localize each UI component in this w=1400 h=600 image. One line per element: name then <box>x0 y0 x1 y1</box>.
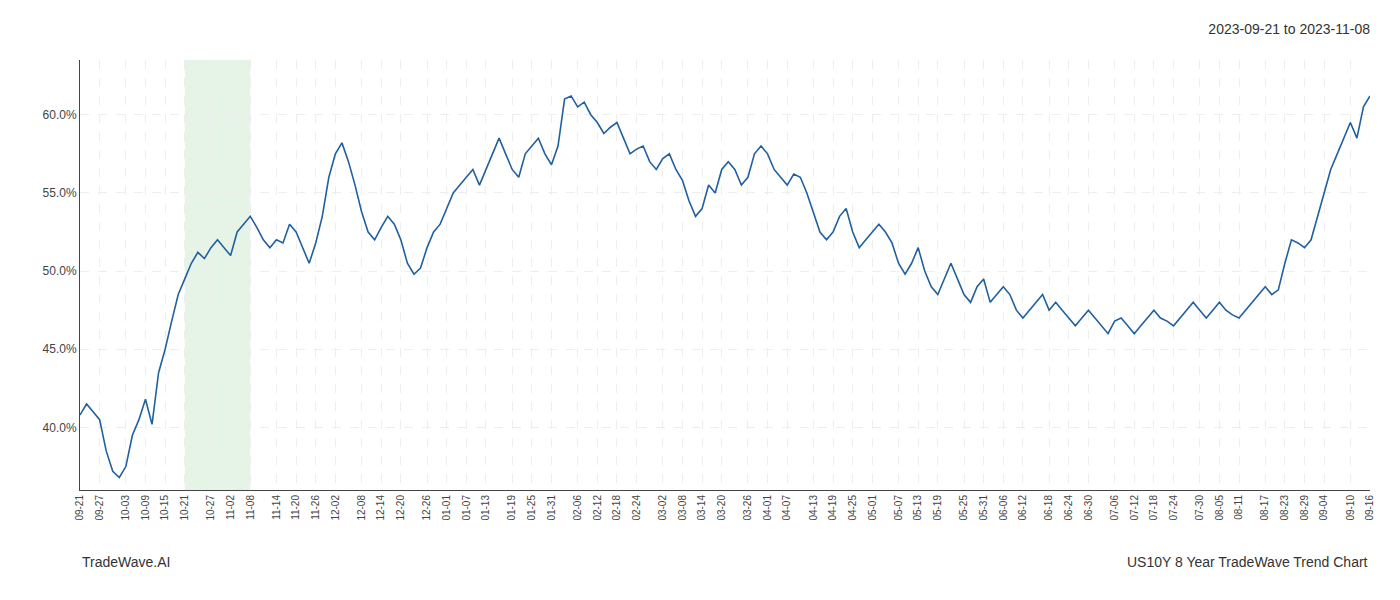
svg-text:TradeWave.AI: TradeWave.AI <box>82 554 170 570</box>
svg-text:2023-09-21 to 2023-11-08: 2023-09-21 to 2023-11-08 <box>1208 21 1370 37</box>
svg-text:03-14: 03-14 <box>696 495 707 521</box>
svg-text:45.0%: 45.0% <box>43 342 77 356</box>
svg-text:02-24: 02-24 <box>631 495 642 521</box>
svg-text:04-19: 04-19 <box>827 495 838 521</box>
svg-text:40.0%: 40.0% <box>43 421 77 435</box>
svg-text:09-04: 09-04 <box>1318 495 1329 521</box>
svg-text:09-27: 09-27 <box>94 495 105 521</box>
svg-text:02-12: 02-12 <box>592 495 603 521</box>
svg-text:07-06: 07-06 <box>1109 495 1120 521</box>
svg-text:09-16: 09-16 <box>1364 495 1375 521</box>
svg-text:04-25: 04-25 <box>847 495 858 521</box>
svg-text:11-26: 11-26 <box>310 495 321 520</box>
svg-text:12-02: 12-02 <box>330 495 341 521</box>
svg-text:10-27: 10-27 <box>205 495 216 521</box>
svg-text:04-13: 04-13 <box>808 495 819 521</box>
svg-text:60.0%: 60.0% <box>43 108 77 122</box>
svg-text:08-11: 08-11 <box>1233 495 1244 520</box>
svg-text:01-01: 01-01 <box>441 495 452 521</box>
svg-text:01-19: 01-19 <box>506 495 517 521</box>
svg-text:09-10: 09-10 <box>1345 495 1356 521</box>
svg-text:11-20: 11-20 <box>290 495 301 520</box>
svg-text:05-19: 05-19 <box>932 495 943 521</box>
svg-text:US10Y 8 Year TradeWave Trend C: US10Y 8 Year TradeWave Trend Chart <box>1127 554 1368 570</box>
svg-text:06-18: 06-18 <box>1043 495 1054 521</box>
svg-text:06-24: 06-24 <box>1063 495 1074 521</box>
svg-text:10-09: 10-09 <box>140 495 151 521</box>
svg-text:01-31: 01-31 <box>546 495 557 521</box>
svg-text:11-14: 11-14 <box>271 495 282 520</box>
svg-text:04-01: 04-01 <box>762 495 773 521</box>
svg-text:08-17: 08-17 <box>1259 495 1270 521</box>
svg-text:03-26: 03-26 <box>742 495 753 521</box>
svg-text:07-30: 07-30 <box>1194 495 1205 521</box>
svg-text:12-14: 12-14 <box>375 495 386 521</box>
svg-text:50.0%: 50.0% <box>43 264 77 278</box>
svg-text:01-07: 01-07 <box>461 495 472 521</box>
svg-text:08-05: 08-05 <box>1214 495 1225 521</box>
svg-text:01-13: 01-13 <box>480 495 491 521</box>
svg-text:03-02: 03-02 <box>657 495 668 521</box>
svg-text:08-23: 08-23 <box>1279 495 1290 521</box>
svg-text:11-02: 11-02 <box>225 495 236 520</box>
svg-text:12-26: 12-26 <box>421 495 432 521</box>
svg-text:06-30: 06-30 <box>1083 495 1094 521</box>
svg-text:05-01: 05-01 <box>867 495 878 521</box>
svg-text:02-18: 02-18 <box>611 495 622 521</box>
svg-text:03-20: 03-20 <box>716 495 727 521</box>
svg-text:12-20: 12-20 <box>395 495 406 521</box>
svg-text:07-18: 07-18 <box>1148 495 1159 521</box>
svg-text:06-06: 06-06 <box>998 495 1009 521</box>
svg-text:12-08: 12-08 <box>356 495 367 521</box>
svg-text:07-12: 07-12 <box>1129 495 1140 521</box>
svg-text:01-25: 01-25 <box>526 495 537 521</box>
svg-text:05-31: 05-31 <box>978 495 989 521</box>
svg-text:05-25: 05-25 <box>958 495 969 521</box>
svg-text:10-15: 10-15 <box>159 495 170 521</box>
svg-text:08-29: 08-29 <box>1299 495 1310 521</box>
svg-text:05-07: 05-07 <box>893 495 904 521</box>
svg-text:03-08: 03-08 <box>677 495 688 521</box>
svg-text:02-06: 02-06 <box>572 495 583 521</box>
svg-text:10-21: 10-21 <box>179 495 190 521</box>
svg-text:07-24: 07-24 <box>1168 495 1179 521</box>
svg-text:04-07: 04-07 <box>781 495 792 521</box>
svg-text:09-21: 09-21 <box>74 495 85 521</box>
svg-text:06-12: 06-12 <box>1017 495 1028 521</box>
svg-text:55.0%: 55.0% <box>43 186 77 200</box>
svg-text:11-08: 11-08 <box>245 495 256 520</box>
svg-text:05-13: 05-13 <box>912 495 923 521</box>
svg-text:10-03: 10-03 <box>120 495 131 521</box>
